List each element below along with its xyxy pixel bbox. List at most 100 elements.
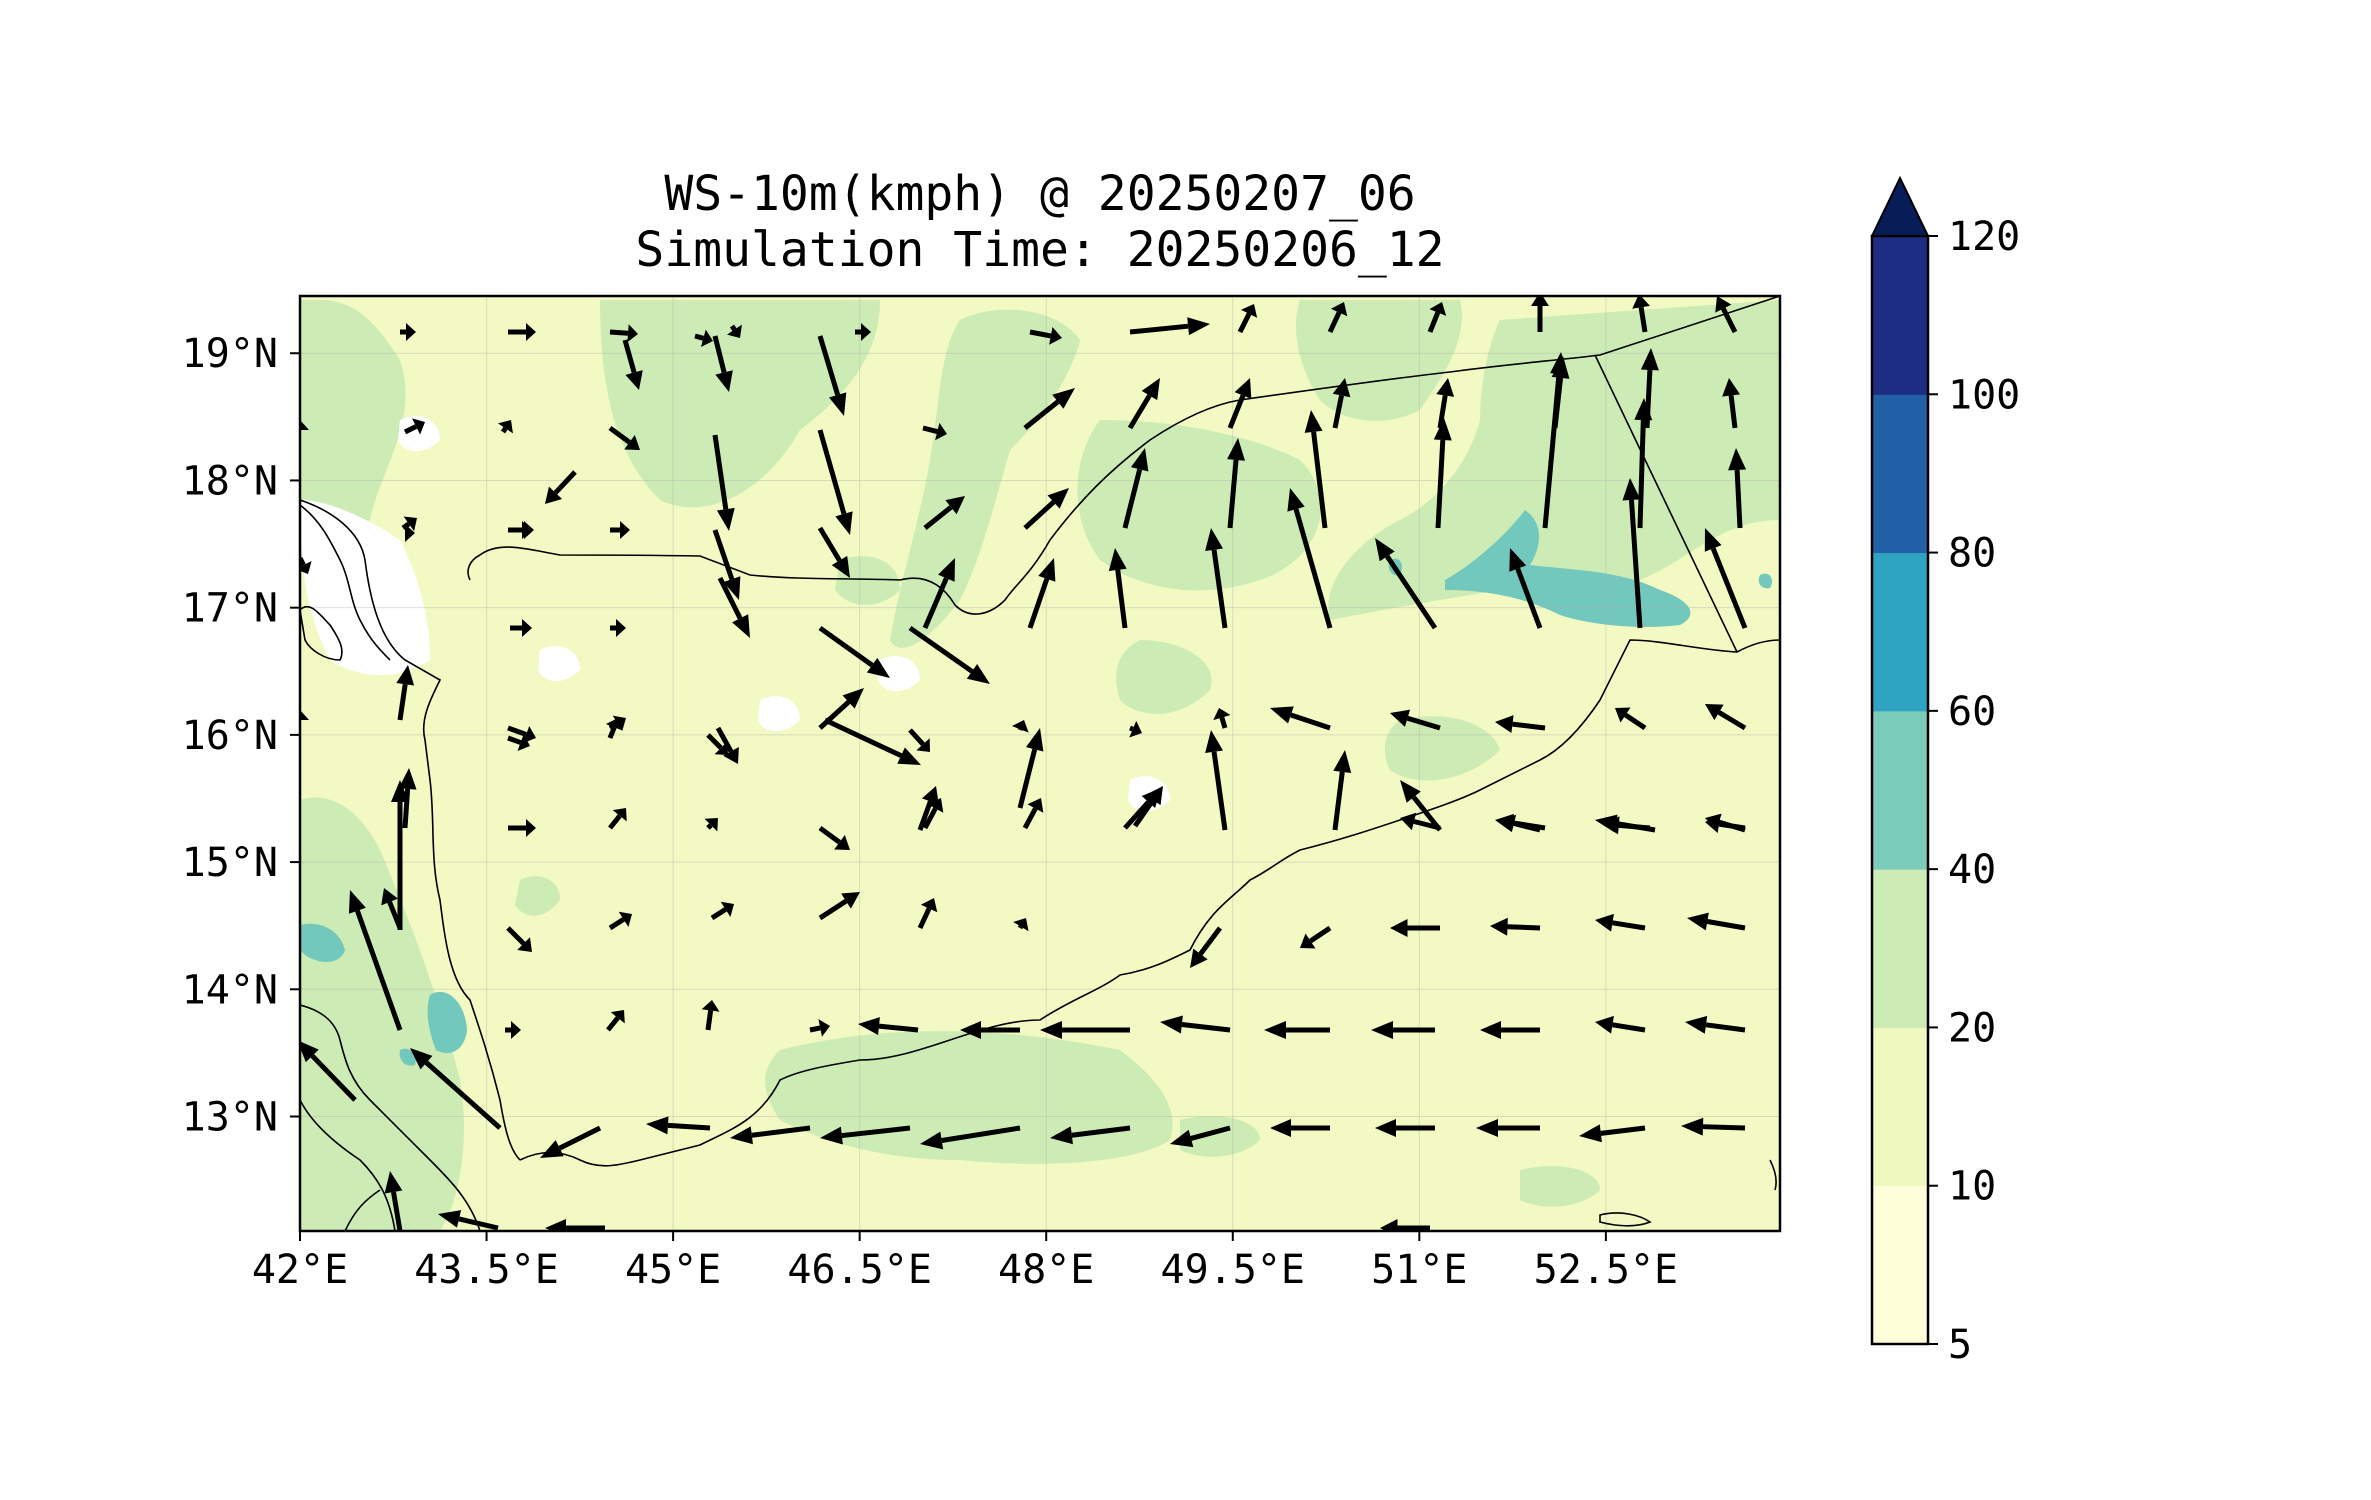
wind-arrow [712,529,741,600]
wind-arrow [391,780,409,930]
wind-arrow [1542,352,1568,529]
colorbar-extend-arrow [1870,175,1930,237]
wind-arrow [1011,720,1029,733]
wind-arrow [1040,1021,1130,1039]
wind-arrow [1237,304,1258,334]
wind-arrow [508,819,536,837]
wind-arrow [1205,730,1228,831]
lon-tick-label: 46.5°E [787,1247,932,1293]
wind-arrow [1129,720,1142,738]
wind-arrow [817,335,847,416]
wind-arrow [1300,925,1332,949]
wind-arrow [710,901,734,921]
wind-arrow [605,718,623,739]
wind-arrow [1108,548,1128,629]
wind-arrow [1327,302,1348,334]
wind-arrow [922,422,947,441]
wind-arrow [1304,410,1328,529]
lon-tick-label: 51°E [1371,1247,1467,1293]
wind-arrow [923,496,965,530]
wind-arrow [730,1125,811,1145]
wind-arrow [1380,1219,1430,1231]
wind-arrow [1050,1125,1131,1145]
wind-arrow [717,576,750,638]
wind-arrow [817,526,850,578]
wind-arrow [1480,1021,1540,1039]
map-axes: 42°E 43.5°E 45°E 46.5°E 48°E 49.5°E 51°E 52.5°E… [182,331,1678,1293]
wind-arrow [855,323,871,341]
lon-tick-label: 45°E [625,1247,721,1293]
wind-arrow [1270,1119,1330,1137]
calm-wind-pockets [300,416,1170,812]
wind-arrow [818,688,864,730]
colorbar-tick-label: 120 [1948,214,2020,260]
colorbar-tick-label: 40 [1948,847,1996,893]
colorbar-tick-label: 80 [1948,531,1996,577]
wind-arrow [1579,1124,1646,1143]
lat-tick-label: 16°N [182,713,278,759]
wind-band-40-60 [300,510,1772,1066]
wind-arrow [1122,448,1149,529]
colorbar-segment [1872,1027,1928,1187]
wind-arrow [1375,538,1438,630]
colorbar-segment [1872,869,1928,1028]
wind-arrow [405,524,415,542]
wind-arrow [1704,528,1748,629]
wind-arrow [398,768,417,829]
wind-arrow [1170,1125,1231,1148]
wind-arrow [1129,317,1210,336]
wind-arrow [1132,786,1163,828]
wind-arrow [1160,1015,1231,1034]
wind-arrow [396,665,415,721]
wind-arrow [1013,918,1029,932]
colorbar-tick-label: 100 [1948,372,2020,418]
wind-arrow [300,420,309,430]
wind-arrow [1022,798,1044,830]
wind-arrow [920,1125,1021,1150]
wind-arrow [505,1021,521,1039]
wind-arrow [400,323,416,341]
wind-arrow [701,1000,720,1031]
wind-arrow [545,470,577,504]
wind-arrow [438,1210,499,1231]
colorbar-segment [1872,552,1928,712]
map-area [300,296,1780,1231]
wind-arrow [1227,378,1252,429]
wind-arrow [1476,1119,1540,1137]
wind-arrow [545,1219,605,1231]
lat-tick-label: 15°N [182,840,278,886]
wind-arrow [507,734,530,752]
wind-arrow [609,324,638,343]
colorbar-tick-label: 10 [1948,1164,1996,1210]
wind-arrow [384,1171,403,1231]
wind-arrow [608,808,627,830]
wind-arrow [1213,708,1231,729]
wind-arrow [1495,813,1546,832]
wind-arrow [300,710,309,720]
wind-arrow [1332,750,1352,831]
wind-arrow [1029,327,1062,345]
wind-arrow [381,888,403,929]
wind-arrow [1595,913,1646,932]
wind-arrow [1190,926,1222,968]
wind-arrow [1490,917,1541,936]
wind-arrow [507,725,536,743]
wind-arrow [694,329,713,347]
wind-arrow [817,429,853,535]
wind-arrow [820,1125,911,1145]
wind-arrow [510,619,532,637]
wind-arrow [726,324,742,338]
wind-arrow [823,717,921,765]
lat-tick-label: 13°N [182,1095,278,1141]
wind-arrow [1622,478,1643,629]
colorbar-tick-label: 20 [1948,1005,1996,1051]
wind-arrow [497,420,513,434]
colorbar-tick-label: 5 [1948,1322,1972,1368]
wind-arrow [1728,448,1747,529]
wind-arrow [1615,707,1647,731]
wind-arrow [712,434,735,531]
wind-arrow [1390,709,1441,731]
wind-arrow [1264,1021,1330,1039]
wind-arrow [922,558,955,629]
wind-arrow [1685,1015,1746,1034]
